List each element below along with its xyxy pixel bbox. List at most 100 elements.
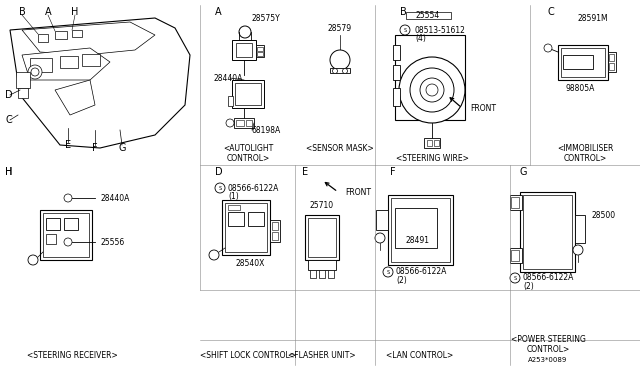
Text: B: B [19, 7, 26, 17]
Text: (2): (2) [396, 276, 407, 285]
Circle shape [64, 238, 72, 246]
Circle shape [333, 68, 337, 74]
Text: 28440A: 28440A [100, 193, 129, 202]
Text: D: D [5, 90, 13, 100]
Bar [235, 83, 261, 105]
Bar [228, 96, 233, 106]
Bar [222, 200, 270, 255]
Bar [30, 58, 52, 72]
Text: G: G [520, 167, 527, 177]
Bar [55, 31, 67, 39]
Text: 68198A: 68198A [252, 125, 281, 135]
Bar [257, 47, 263, 51]
Bar [72, 30, 82, 37]
Bar [82, 54, 100, 66]
Bar [424, 138, 440, 148]
Bar [608, 52, 616, 72]
Bar [609, 54, 614, 61]
Polygon shape [10, 18, 190, 148]
Polygon shape [55, 80, 95, 115]
Bar [393, 45, 400, 60]
Text: 25554: 25554 [416, 10, 440, 19]
Text: 28440A: 28440A [213, 74, 243, 83]
Text: (4): (4) [415, 33, 426, 42]
Circle shape [375, 233, 385, 243]
Text: FRONT: FRONT [470, 103, 496, 112]
Text: <LAN CONTROL>: <LAN CONTROL> [387, 350, 454, 359]
Bar [510, 195, 522, 210]
Text: G: G [118, 143, 125, 153]
Circle shape [573, 245, 583, 255]
Text: FRONT: FRONT [345, 187, 371, 196]
Bar [520, 192, 575, 272]
Bar [395, 208, 437, 248]
Bar [236, 43, 252, 57]
Circle shape [28, 65, 42, 79]
Bar [427, 140, 432, 146]
Bar [64, 218, 78, 230]
Circle shape [510, 273, 520, 283]
Text: <POWER STEERING: <POWER STEERING [511, 336, 586, 344]
Text: C: C [548, 7, 555, 17]
Circle shape [410, 68, 454, 112]
Bar [38, 34, 48, 42]
Bar [248, 212, 264, 226]
Bar [434, 140, 439, 146]
Text: CONTROL>: CONTROL> [563, 154, 607, 163]
Circle shape [215, 183, 225, 193]
Text: CONTROL>: CONTROL> [526, 346, 570, 355]
Bar [558, 45, 608, 80]
Circle shape [209, 250, 219, 260]
Bar [236, 120, 244, 126]
Polygon shape [22, 22, 155, 55]
Bar [46, 218, 60, 230]
Text: H: H [5, 167, 12, 177]
Circle shape [31, 68, 39, 76]
Text: S: S [218, 186, 221, 190]
Bar [393, 88, 400, 106]
Bar [609, 63, 614, 70]
Text: A: A [45, 7, 51, 17]
Circle shape [239, 26, 251, 38]
Bar [43, 213, 89, 257]
Text: D: D [215, 167, 223, 177]
Text: 28575Y: 28575Y [252, 13, 281, 22]
Text: F: F [92, 143, 98, 153]
Text: <STEERING WIRE>: <STEERING WIRE> [396, 154, 468, 163]
Bar [561, 48, 605, 77]
Text: <AUTOLIGHT: <AUTOLIGHT [223, 144, 273, 153]
Circle shape [330, 50, 350, 70]
Text: 08513-51612: 08513-51612 [415, 26, 466, 35]
Bar [40, 210, 92, 260]
Circle shape [226, 119, 234, 127]
Bar [523, 195, 572, 269]
Bar [257, 52, 263, 56]
Text: A: A [215, 7, 221, 17]
Text: (2): (2) [523, 282, 534, 291]
Text: 28579: 28579 [328, 23, 352, 32]
Circle shape [28, 255, 38, 265]
Text: S: S [387, 269, 390, 275]
Circle shape [383, 267, 393, 277]
Bar [308, 260, 336, 270]
Bar [575, 215, 585, 243]
Bar [395, 35, 465, 120]
Bar [305, 215, 339, 260]
Circle shape [426, 84, 438, 96]
Text: <FLASHER UNIT>: <FLASHER UNIT> [288, 350, 356, 359]
Bar [510, 248, 522, 263]
Text: 08566-6122A: 08566-6122A [396, 267, 447, 276]
Bar [60, 56, 78, 68]
Circle shape [420, 78, 444, 102]
Bar [272, 232, 278, 240]
Text: 98805A: 98805A [565, 83, 595, 93]
Text: S: S [513, 276, 516, 280]
Text: 25710: 25710 [310, 201, 334, 209]
Text: <SENSOR MASK>: <SENSOR MASK> [306, 144, 374, 153]
Circle shape [544, 44, 552, 52]
Text: S: S [403, 28, 406, 32]
Bar [256, 45, 264, 57]
Text: 28591M: 28591M [578, 13, 609, 22]
Bar [310, 270, 316, 278]
Bar [234, 118, 254, 128]
